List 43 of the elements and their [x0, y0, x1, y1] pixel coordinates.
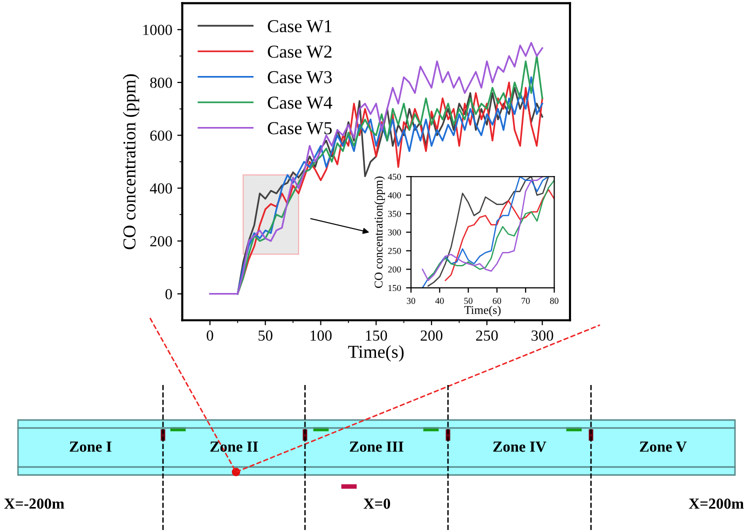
x-tick-label: 0 [206, 330, 214, 341]
x-tick-label: 40 [435, 298, 444, 304]
y-tick-label: 800 [150, 78, 172, 88]
text: Zone I [70, 442, 112, 452]
y-tick-label: 200 [150, 236, 172, 246]
x-tick-label: 200 [420, 330, 442, 341]
x-tick-label: 300 [532, 330, 554, 341]
x-tick-label: 50 [258, 330, 272, 341]
x-tick-label: 70 [522, 298, 530, 304]
x-axis-title: Time(s) [464, 306, 501, 316]
text: X=200m [688, 498, 744, 509]
x-tick-label: 60 [492, 298, 502, 304]
text: Zone V [640, 442, 687, 452]
x-tick-label: 150 [366, 330, 387, 341]
y-tick-label: 400 [150, 183, 172, 194]
text: Zone IV [493, 442, 546, 452]
line-series [444, 188, 554, 282]
legend-label: Case W2 [268, 46, 332, 58]
text: Zone III [350, 442, 404, 452]
y-tick-label: 1000 [143, 24, 172, 36]
y-tick-label: 150 [388, 284, 401, 292]
y-axis-title: CO concentration (ppm) [122, 74, 140, 250]
x-axis-title: Time(s) [348, 345, 404, 362]
legend-label: Case W4 [268, 96, 332, 109]
x-tick-label: 50 [464, 298, 472, 304]
y-tick-label: 600 [150, 130, 172, 141]
legend-label: Case W1 [268, 20, 332, 32]
legend-label: Case W3 [268, 71, 332, 84]
x-tick-label: 250 [476, 330, 498, 341]
y-tick-label: 400 [388, 192, 401, 198]
y-tick-label: 300 [388, 229, 401, 236]
y-tick-label: 250 [388, 248, 401, 254]
x-tick-label: 80 [550, 298, 558, 304]
x-tick-label: 100 [310, 330, 332, 341]
y-tick-label: 350 [388, 210, 401, 217]
y-tick-label: 450 [388, 174, 401, 180]
text: X=-200m [4, 498, 64, 509]
text: X=0 [364, 498, 390, 509]
legend-label: Case W5 [268, 122, 332, 134]
text: Zone II [210, 442, 258, 452]
y-tick-label: 200 [388, 266, 401, 272]
x-tick-label: 30 [406, 298, 416, 304]
y-axis-title: CO concentration(ppm) [374, 176, 385, 288]
